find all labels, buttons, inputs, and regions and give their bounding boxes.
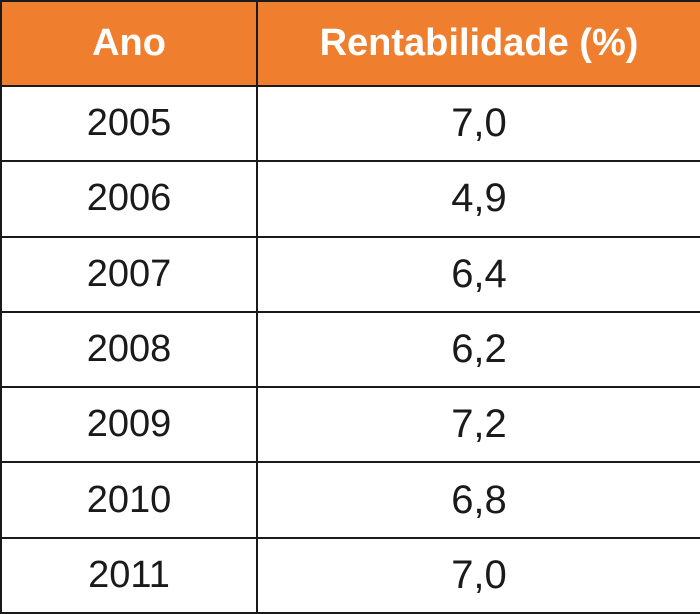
cell-ano: 2011 [0, 536, 258, 614]
cell-rentabilidade: 7,2 [256, 386, 700, 464]
cell-ano: 2006 [0, 160, 258, 238]
table-row: 2005 7,0 [0, 84, 700, 163]
cell-ano: 2007 [0, 235, 258, 313]
cell-rentabilidade: 4,9 [256, 160, 700, 238]
cell-ano: 2009 [0, 386, 258, 464]
table-row: 2009 7,2 [0, 386, 700, 464]
cell-rentabilidade: 6,2 [256, 310, 700, 389]
cell-ano: 2008 [0, 310, 258, 389]
header-cell-ano: Ano [0, 0, 258, 87]
table-row: 2008 6,2 [0, 310, 700, 389]
cell-rentabilidade: 6,8 [256, 461, 700, 539]
table-body: 2005 7,0 2006 4,9 2007 6,4 2008 6,2 2009… [0, 84, 700, 614]
cell-ano: 2010 [0, 461, 258, 539]
table-header: Ano Rentabilidade (%) [0, 0, 700, 87]
cell-rentabilidade: 6,4 [256, 235, 700, 313]
table-row: 2010 6,8 [0, 461, 700, 539]
table-row: 2007 6,4 [0, 235, 700, 313]
cell-rentabilidade: 7,0 [256, 536, 700, 614]
header-row: Ano Rentabilidade (%) [0, 0, 700, 87]
table-row: 2011 7,0 [0, 536, 700, 614]
table-row: 2006 4,9 [0, 160, 700, 238]
cell-ano: 2005 [0, 84, 258, 163]
cell-rentabilidade: 7,0 [256, 84, 700, 163]
header-cell-rentabilidade: Rentabilidade (%) [256, 0, 700, 87]
